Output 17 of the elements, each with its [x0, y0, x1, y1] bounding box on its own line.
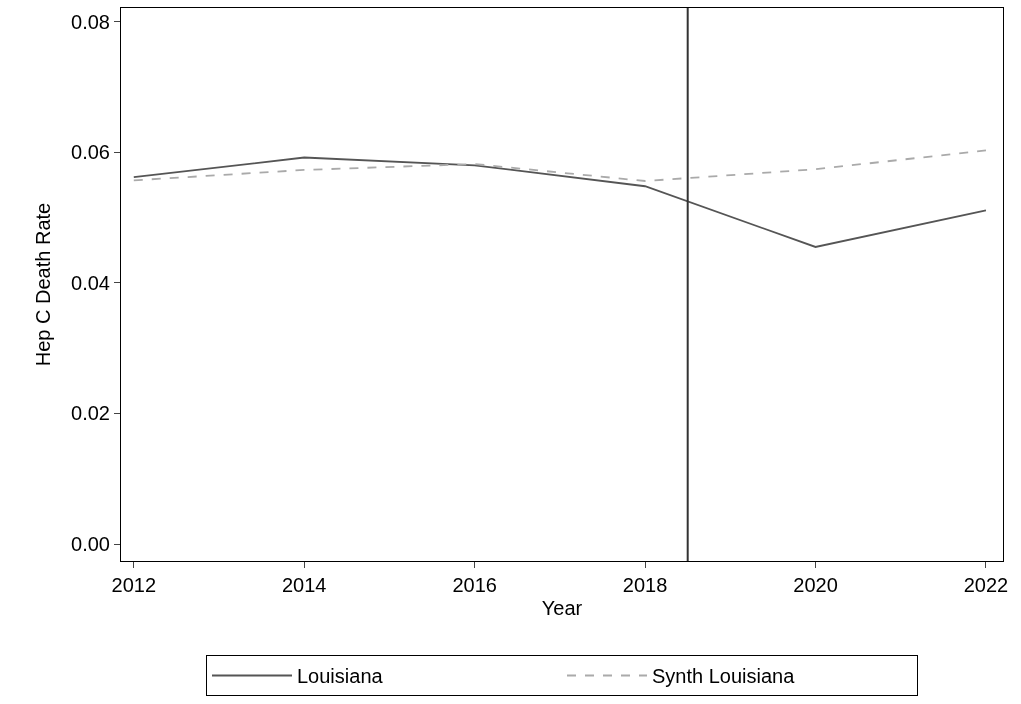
legend-label: Synth Louisiana [652, 665, 796, 688]
x-tick-label: 2022 [963, 574, 1009, 596]
y-axis-title: Hep C Death Rate [31, 202, 54, 367]
x-tick-label: 2012 [111, 574, 157, 596]
x-tick-label: 2018 [622, 574, 668, 596]
y-tick-label: 0.04 [71, 271, 110, 294]
y-tick-label: 0.02 [71, 402, 110, 425]
line-series [132, 156, 987, 248]
y-tick-label: 0.00 [71, 533, 110, 556]
x-axis-title: Year [541, 596, 583, 619]
x-tick-label: 2014 [281, 574, 327, 596]
x-tick-label: 2016 [452, 574, 497, 596]
line-series [132, 149, 987, 182]
x-tick-label: 2020 [793, 574, 838, 596]
y-tick-label: 0.08 [71, 10, 110, 33]
legend-label: Louisiana [297, 665, 384, 688]
y-tick-label: 0.06 [71, 141, 110, 164]
